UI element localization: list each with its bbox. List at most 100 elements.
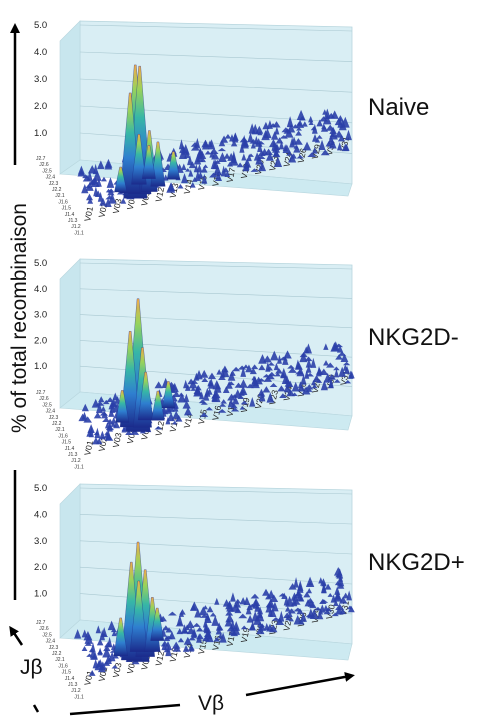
minor-peak — [96, 437, 103, 445]
minor-peak — [191, 177, 198, 182]
minor-peak — [172, 403, 179, 412]
minor-peak — [295, 359, 301, 370]
minor-peak — [178, 610, 185, 617]
minor-peak — [220, 399, 227, 404]
minor-peak — [314, 606, 322, 611]
minor-peak — [330, 342, 339, 352]
minor-peak — [310, 379, 317, 386]
minor-peak — [311, 384, 318, 389]
z-tick-label: 3.0 — [34, 310, 47, 321]
minor-peak — [199, 412, 209, 417]
minor-peak — [125, 430, 133, 436]
minor-peak — [291, 392, 298, 396]
minor-peak — [161, 642, 167, 651]
j-tick-label: J2.4 — [46, 639, 56, 645]
minor-peak — [257, 131, 263, 136]
minor-peak — [337, 135, 346, 142]
minor-peak — [346, 590, 352, 601]
minor-peak — [258, 161, 267, 172]
j-tick-label: J2.6 — [39, 396, 49, 402]
j-tick-label: J1.3 — [68, 452, 78, 458]
minor-peak — [246, 153, 252, 162]
minor-peak — [285, 595, 294, 607]
major-peak — [151, 390, 165, 421]
minor-peak — [287, 364, 295, 369]
minor-peak — [237, 365, 247, 370]
minor-peak — [300, 374, 307, 385]
minor-peak — [189, 182, 196, 188]
minor-peak — [214, 597, 220, 605]
minor-peak — [94, 427, 101, 439]
minor-peak — [88, 669, 96, 676]
minor-peak — [87, 165, 97, 174]
minor-peak — [327, 374, 336, 380]
minor-peak — [320, 149, 330, 156]
minor-peak — [106, 421, 113, 432]
minor-peak — [292, 599, 301, 605]
minor-peak — [98, 396, 105, 403]
minor-peak — [303, 591, 311, 598]
minor-peak — [323, 360, 329, 366]
minor-peak — [213, 637, 221, 642]
minor-peak — [288, 153, 297, 163]
j-tick-label: J2.7 — [36, 620, 46, 626]
j-tick-label: J1.4 — [65, 446, 75, 452]
minor-peak — [227, 371, 236, 381]
v-tick-label: V01 — [82, 439, 95, 456]
minor-peak — [102, 417, 111, 423]
v-tick-label: V03 — [111, 431, 124, 448]
minor-peak — [202, 391, 210, 401]
minor-peak — [104, 434, 114, 441]
minor-peak — [102, 660, 111, 666]
minor-peak — [269, 594, 279, 602]
minor-peak — [100, 406, 107, 412]
minor-peak — [269, 608, 277, 618]
minor-peak — [102, 647, 112, 658]
minor-peak — [336, 568, 344, 579]
minor-peak — [275, 368, 283, 374]
minor-peak — [171, 641, 181, 649]
minor-peak — [305, 358, 312, 368]
minor-peak — [339, 608, 347, 615]
j-tick-label: J1.6 — [58, 663, 68, 669]
j-tick-label: J1.5 — [62, 440, 72, 446]
minor-peak — [101, 411, 109, 419]
minor-peak — [86, 193, 93, 201]
minor-peak — [311, 123, 318, 134]
minor-peak — [85, 181, 94, 191]
minor-peak — [102, 399, 110, 405]
minor-peak — [293, 144, 301, 153]
j-tick-label: J2.2 — [52, 421, 62, 427]
minor-peak — [93, 412, 102, 419]
minor-peak — [255, 125, 264, 134]
minor-peak — [167, 182, 176, 192]
minor-peak — [273, 362, 280, 371]
minor-peak — [231, 396, 240, 405]
minor-peak — [224, 171, 231, 177]
minor-peak — [333, 366, 340, 371]
x-axis-title: Vβ — [198, 692, 224, 715]
minor-peak — [99, 629, 105, 641]
minor-peak — [97, 647, 103, 656]
j-tick-label: J2.2 — [52, 651, 62, 657]
minor-peak — [287, 367, 297, 373]
minor-peak — [305, 384, 314, 390]
minor-peak — [189, 644, 195, 652]
z-tick-label: 1.0 — [34, 128, 47, 139]
v-tick-label: V16 — [210, 404, 223, 421]
minor-peak — [296, 126, 302, 131]
minor-peak — [198, 606, 208, 616]
minor-peak — [194, 608, 202, 618]
minor-peak — [175, 414, 183, 422]
j-tick-label: J2.1 — [55, 193, 65, 199]
minor-peak — [338, 366, 346, 377]
sample-label: Naive — [368, 94, 429, 121]
minor-peak — [112, 421, 121, 429]
j-tick-label: J1.3 — [68, 218, 78, 224]
minor-peak — [318, 139, 326, 150]
minor-peak — [331, 612, 339, 617]
minor-peak — [231, 366, 241, 372]
minor-peak — [241, 138, 249, 149]
z-tick-label: 1.0 — [34, 589, 47, 600]
minor-peak — [188, 380, 198, 389]
